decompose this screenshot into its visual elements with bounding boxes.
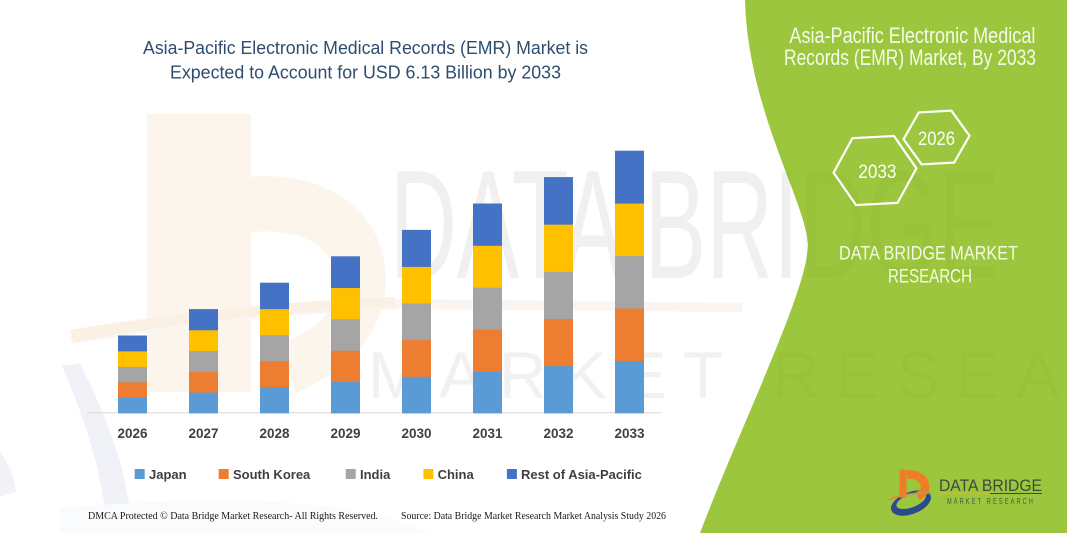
svg-text:2031: 2031 bbox=[472, 426, 503, 441]
svg-text:RESEARCH: RESEARCH bbox=[888, 267, 972, 288]
svg-text:2026: 2026 bbox=[117, 426, 148, 441]
svg-text:2027: 2027 bbox=[188, 426, 218, 441]
svg-text:DATA BRIDGE MARKET: DATA BRIDGE MARKET bbox=[839, 244, 1018, 265]
svg-text:China: China bbox=[438, 467, 475, 482]
svg-text:India: India bbox=[360, 467, 391, 482]
svg-text:2033: 2033 bbox=[614, 426, 645, 441]
svg-text:DMCA Protected © Data Bridge M: DMCA Protected © Data Bridge Market Rese… bbox=[88, 511, 378, 522]
svg-text:Asia-Pacific Electronic Medica: Asia-Pacific Electronic Medical Records … bbox=[143, 38, 588, 58]
svg-text:Japan: Japan bbox=[149, 467, 187, 482]
svg-text:DATA BRIDGE: DATA BRIDGE bbox=[939, 477, 1042, 495]
svg-text:Expected to Account for USD 6.: Expected to Account for USD 6.13 Billion… bbox=[170, 62, 561, 82]
svg-text:Records (EMR) Market, By 2033: Records (EMR) Market, By 2033 bbox=[784, 45, 1036, 70]
svg-text:2026: 2026 bbox=[918, 128, 955, 150]
svg-text:2033: 2033 bbox=[858, 161, 896, 183]
svg-text:Source: Data Bridge Market Res: Source: Data Bridge Market Research Mark… bbox=[401, 511, 666, 522]
svg-text:MARKET RESEARCH: MARKET RESEARCH bbox=[947, 497, 1035, 506]
svg-text:Asia-Pacific Electronic Medica: Asia-Pacific Electronic Medical bbox=[789, 23, 1035, 48]
svg-text:Rest of Asia-Pacific: Rest of Asia-Pacific bbox=[521, 467, 642, 482]
svg-text:2030: 2030 bbox=[401, 426, 431, 441]
svg-text:2032: 2032 bbox=[543, 426, 573, 441]
svg-text:2029: 2029 bbox=[330, 426, 360, 441]
svg-text:South Korea: South Korea bbox=[233, 467, 311, 482]
svg-text:2028: 2028 bbox=[259, 426, 290, 441]
